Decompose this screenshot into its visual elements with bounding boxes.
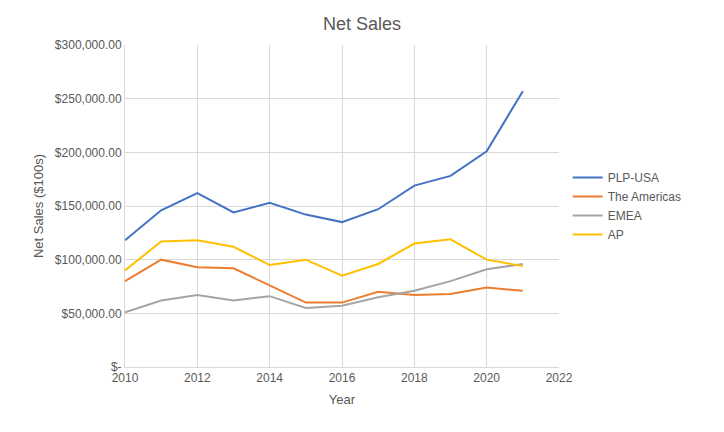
svg-text:2014: 2014: [256, 371, 283, 385]
svg-text:$50,000.00: $50,000.00: [62, 307, 122, 321]
svg-text:AP: AP: [608, 228, 624, 242]
svg-text:2012: 2012: [184, 371, 211, 385]
svg-text:2020: 2020: [473, 371, 500, 385]
svg-text:$-: $-: [111, 360, 122, 374]
svg-text:2010: 2010: [112, 371, 139, 385]
svg-text:$100,000.00: $100,000.00: [55, 253, 122, 267]
svg-text:Net Sales ($100s): Net Sales ($100s): [31, 154, 46, 258]
svg-text:$200,000.00: $200,000.00: [55, 146, 122, 160]
svg-text:EMEA: EMEA: [608, 209, 642, 223]
svg-text:PLP-USA: PLP-USA: [608, 171, 659, 185]
svg-text:The Americas: The Americas: [608, 190, 681, 204]
svg-text:$150,000.00: $150,000.00: [55, 199, 122, 213]
svg-text:2022: 2022: [546, 371, 573, 385]
svg-text:Net Sales: Net Sales: [323, 14, 401, 34]
svg-text:$300,000.00: $300,000.00: [55, 38, 122, 52]
svg-text:2018: 2018: [401, 371, 428, 385]
svg-text:2016: 2016: [329, 371, 356, 385]
svg-text:$250,000.00: $250,000.00: [55, 92, 122, 106]
svg-text:Year: Year: [329, 392, 356, 407]
